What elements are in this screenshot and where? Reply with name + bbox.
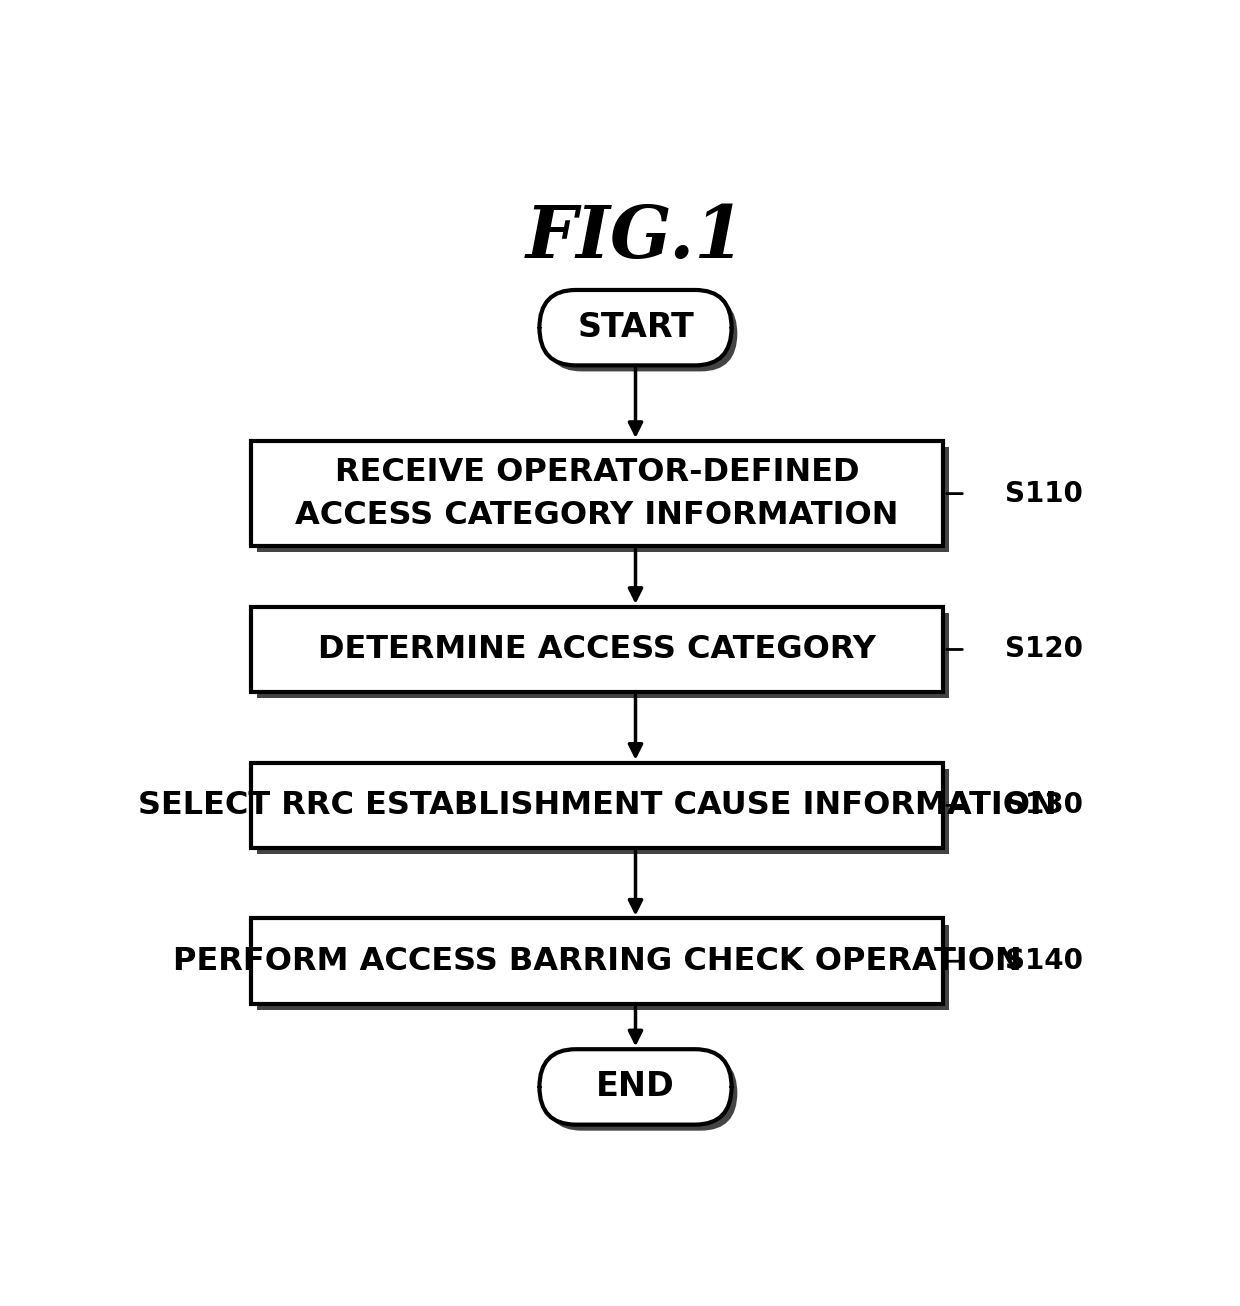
FancyBboxPatch shape [257,769,949,854]
Text: PERFORM ACCESS BARRING CHECK OPERATION: PERFORM ACCESS BARRING CHECK OPERATION [172,946,1022,977]
Text: DETERMINE ACCESS CATEGORY: DETERMINE ACCESS CATEGORY [317,633,875,665]
FancyBboxPatch shape [250,918,944,1004]
Text: S140: S140 [1006,947,1084,976]
FancyBboxPatch shape [546,1055,738,1131]
FancyBboxPatch shape [546,296,738,371]
Text: S120: S120 [1006,636,1084,663]
Text: START: START [577,311,694,345]
Text: S130: S130 [1006,791,1084,819]
FancyBboxPatch shape [250,763,944,848]
FancyBboxPatch shape [539,290,732,366]
FancyBboxPatch shape [250,607,944,692]
Text: SELECT RRC ESTABLISHMENT CAUSE INFORMATION: SELECT RRC ESTABLISHMENT CAUSE INFORMATI… [138,790,1056,821]
Text: S110: S110 [1006,479,1084,508]
FancyBboxPatch shape [257,613,949,699]
FancyBboxPatch shape [250,441,944,546]
Text: RECEIVE OPERATOR-DEFINED
ACCESS CATEGORY INFORMATION: RECEIVE OPERATOR-DEFINED ACCESS CATEGORY… [295,457,899,530]
FancyBboxPatch shape [257,925,949,1010]
Text: END: END [596,1071,675,1104]
FancyBboxPatch shape [257,447,949,552]
FancyBboxPatch shape [539,1049,732,1124]
Text: FIG.1: FIG.1 [526,202,745,273]
